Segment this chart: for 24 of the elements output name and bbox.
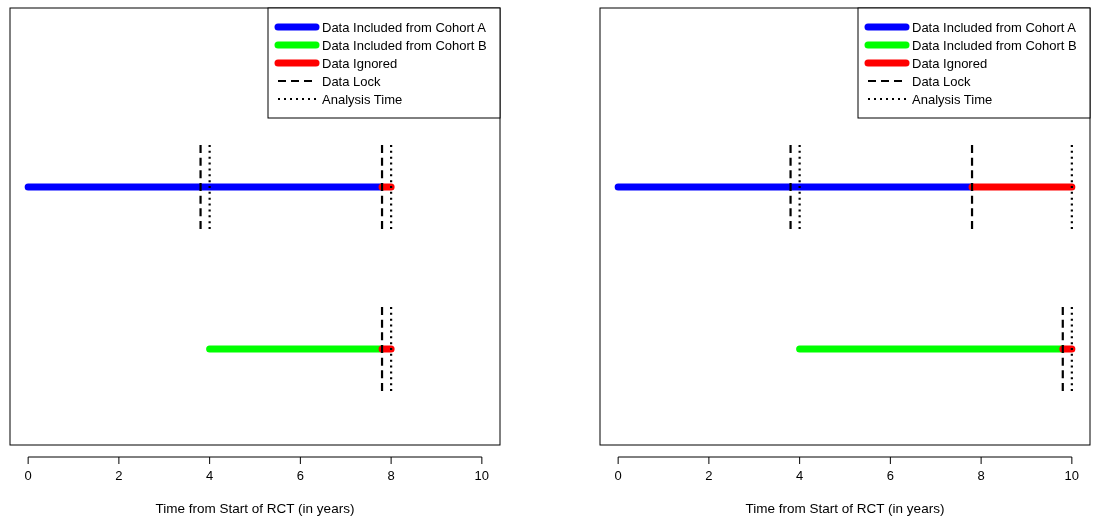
x-tick-label: 2 (705, 468, 713, 483)
legend-label: Data Ignored (322, 56, 398, 71)
x-tick-label: 8 (387, 468, 395, 483)
legend-label: Data Lock (322, 74, 382, 89)
legend-label: Analysis Time (912, 92, 993, 107)
legend-label: Data Ignored (912, 56, 988, 71)
legend-label: Analysis Time (322, 92, 403, 107)
x-axis-title: Time from Start of RCT (in years) (155, 501, 355, 516)
x-tick-label: 4 (206, 468, 214, 483)
x-tick-label: 2 (115, 468, 123, 483)
legend-label: Data Included from Cohort B (322, 38, 487, 53)
x-tick-label: 8 (977, 468, 985, 483)
x-axis-title: Time from Start of RCT (in years) (745, 501, 945, 516)
x-tick-label: 10 (474, 468, 490, 483)
x-tick-label: 0 (24, 468, 32, 483)
legend-label: Data Lock (912, 74, 972, 89)
legend-label: Data Included from Cohort A (322, 20, 487, 35)
x-tick-label: 6 (886, 468, 894, 483)
x-tick-label: 6 (296, 468, 304, 483)
x-tick-label: 0 (614, 468, 622, 483)
x-tick-label: 4 (796, 468, 804, 483)
legend-label: Data Included from Cohort A (912, 20, 1077, 35)
x-tick-label: 10 (1064, 468, 1080, 483)
legend-label: Data Included from Cohort B (912, 38, 1077, 53)
